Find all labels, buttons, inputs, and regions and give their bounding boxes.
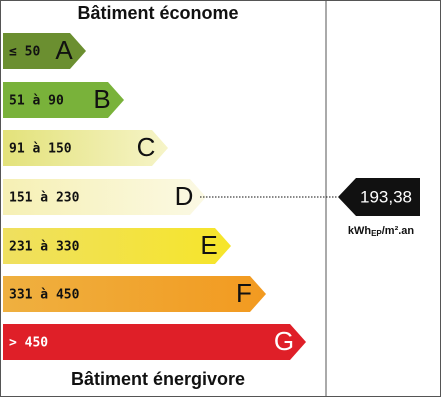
class-range: 151 à 230 [9, 191, 80, 206]
footer: Bâtiment énergivore [71, 369, 245, 389]
class-bar [3, 82, 124, 118]
value-arrow [338, 178, 420, 216]
class-bar [3, 33, 86, 69]
class-range: ≤ 50 [9, 45, 40, 60]
value: 193,38 [360, 187, 412, 206]
unit-main: kWh [348, 225, 372, 237]
class-letter: C [137, 132, 156, 162]
class-range: 331 à 450 [9, 288, 80, 303]
class-letter: B [93, 84, 110, 114]
class-bar [3, 179, 206, 215]
class-range: > 450 [9, 336, 48, 351]
class-bar [3, 130, 168, 166]
class-letter: F [236, 278, 252, 308]
unit-sub: EP [371, 229, 382, 238]
class-letter: D [175, 181, 194, 211]
header: Bâtiment économe [77, 3, 238, 23]
class-range: 51 à 90 [9, 94, 64, 109]
class-letter: E [200, 230, 217, 260]
class-range: 231 à 330 [9, 240, 80, 255]
unit-rest: /m².an [382, 225, 415, 237]
class-letter: A [55, 35, 73, 65]
class-range: 91 à 150 [9, 142, 72, 157]
unit: kWhEP/m².an [348, 225, 415, 238]
classes: ≤ 50 A 51 à 90 B 91 à 150 C 151 à 230 D 231 à 33… [3, 33, 306, 360]
class-bar [3, 276, 266, 312]
class-bar [3, 324, 306, 360]
class-letter: G [274, 326, 294, 356]
class-bar [3, 228, 231, 264]
